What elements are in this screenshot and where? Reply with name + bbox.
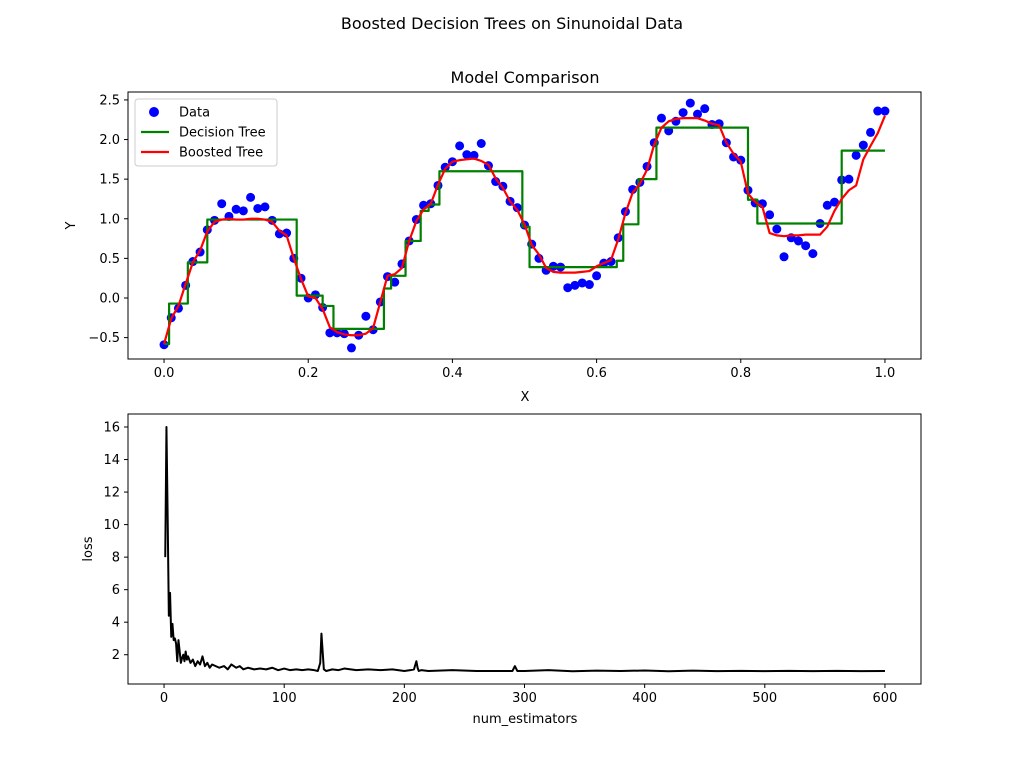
y-tick-label: 10 [103, 518, 120, 533]
y-tick-label: 6 [112, 583, 120, 598]
data-point [772, 224, 782, 234]
data-point [873, 106, 883, 116]
data-point [592, 271, 602, 281]
data-point [793, 236, 803, 246]
x-tick-label: 0 [160, 691, 168, 706]
data-point [440, 162, 450, 172]
data-point [822, 200, 832, 210]
y-tick-label: 14 [103, 453, 120, 468]
data-point [260, 202, 270, 212]
x-tick-label: 0.8 [730, 366, 751, 381]
figure-suptitle: Boosted Decision Trees on Sinunoidal Dat… [341, 14, 683, 33]
y-tick-label: 2.0 [99, 133, 120, 148]
x-tick-label: 1.0 [875, 366, 896, 381]
y-tick-label: 8 [112, 551, 120, 566]
y-tick-label: 16 [103, 421, 120, 436]
y-tick-label: 0.5 [99, 252, 120, 267]
data-point [563, 283, 573, 293]
legend-label-boosted-tree: Boosted Tree [179, 146, 263, 161]
x-tick-label: 0.4 [442, 366, 463, 381]
data-point [469, 150, 479, 160]
legend-label-data: Data [179, 106, 210, 121]
data-point [455, 141, 465, 151]
data-point [693, 109, 703, 119]
data-point [851, 150, 861, 160]
x-tick-label: 200 [392, 691, 417, 706]
x-tick-label: 600 [873, 691, 898, 706]
data-point [462, 150, 472, 160]
legend-data-marker [149, 107, 159, 117]
top-plot-title: Model Comparison [451, 68, 600, 87]
y-tick-label: 0.0 [99, 291, 120, 306]
bottom-plot-series-layer [164, 426, 885, 673]
top-plot-frame [127, 91, 922, 360]
data-point [570, 280, 580, 290]
data-point [685, 98, 695, 108]
bottom-plot-ylabel: loss [81, 536, 96, 561]
data-point [700, 104, 710, 114]
legend-label-decision-tree: Decision Tree [179, 126, 266, 141]
x-tick-label: 0.6 [586, 366, 607, 381]
data-point [346, 343, 356, 353]
data-point [880, 106, 890, 116]
data-point [512, 203, 522, 213]
y-tick-label: 2 [112, 648, 120, 663]
data-point [325, 328, 335, 338]
top-plot-series-layer [159, 98, 890, 353]
y-tick-label: 4 [112, 616, 120, 631]
y-tick-label: 12 [103, 486, 120, 501]
data-point [844, 174, 854, 184]
top-plot-ticks: 0.0 0.2 0.4 0.6 0.8 1.0 −0.5 0.0 0.5 1.0 1.5 2.0 2.5 [88, 93, 895, 381]
x-tick-label: 0.2 [298, 366, 319, 381]
data-point [765, 210, 775, 220]
top-plot-ylabel: Y [64, 221, 79, 230]
data-point [714, 119, 724, 129]
x-tick-label: 0.0 [154, 366, 175, 381]
y-tick-label: 1.5 [99, 173, 120, 188]
legend: Data Decision Tree Boosted Tree [134, 98, 278, 167]
data-point [253, 203, 263, 213]
data-point [606, 257, 616, 267]
data-point [246, 192, 256, 202]
data-point [808, 249, 818, 259]
data-point [801, 241, 811, 251]
bottom-plot-ticks: 0 100 200 300 400 500 600 2 4 6 8 10 12 14 16 [103, 421, 897, 706]
data-point [231, 204, 241, 214]
x-tick-label: 400 [632, 691, 657, 706]
loss-series-line [164, 426, 885, 673]
data-point [491, 177, 501, 187]
top-plot: Model Comparison 0.0 0.2 0.4 0.6 0.8 1.0−0.50… [64, 68, 922, 405]
decision-tree-series-line [164, 126, 885, 346]
data-point [866, 127, 876, 137]
data-point [238, 206, 248, 216]
data-point [217, 199, 227, 209]
x-tick-label: 100 [272, 691, 297, 706]
bottom-plot: 0 100 200 300 400 500 600 2 4 6 8 10 12 14 16 num_esti… [81, 413, 922, 727]
data-point [577, 278, 587, 288]
data-point [476, 139, 486, 148]
data-point [628, 184, 638, 194]
data-point [678, 108, 688, 118]
data-point [858, 140, 868, 150]
y-tick-label: 2.5 [99, 93, 120, 108]
boosted-tree-series-line [162, 115, 886, 345]
data-point [584, 280, 594, 290]
top-plot-xlabel: X [521, 390, 530, 405]
bottom-plot-xlabel: num_estimators [473, 712, 578, 727]
data-point [779, 252, 789, 262]
x-tick-label: 500 [752, 691, 777, 706]
data-point [361, 311, 371, 321]
data-point [282, 228, 292, 238]
y-tick-label: −0.5 [88, 331, 120, 346]
data-point [390, 277, 400, 287]
data-point [829, 197, 839, 207]
data-point [656, 113, 666, 123]
y-tick-label: 1.0 [99, 212, 120, 227]
legend-box [134, 98, 278, 167]
x-tick-label: 300 [512, 691, 537, 706]
